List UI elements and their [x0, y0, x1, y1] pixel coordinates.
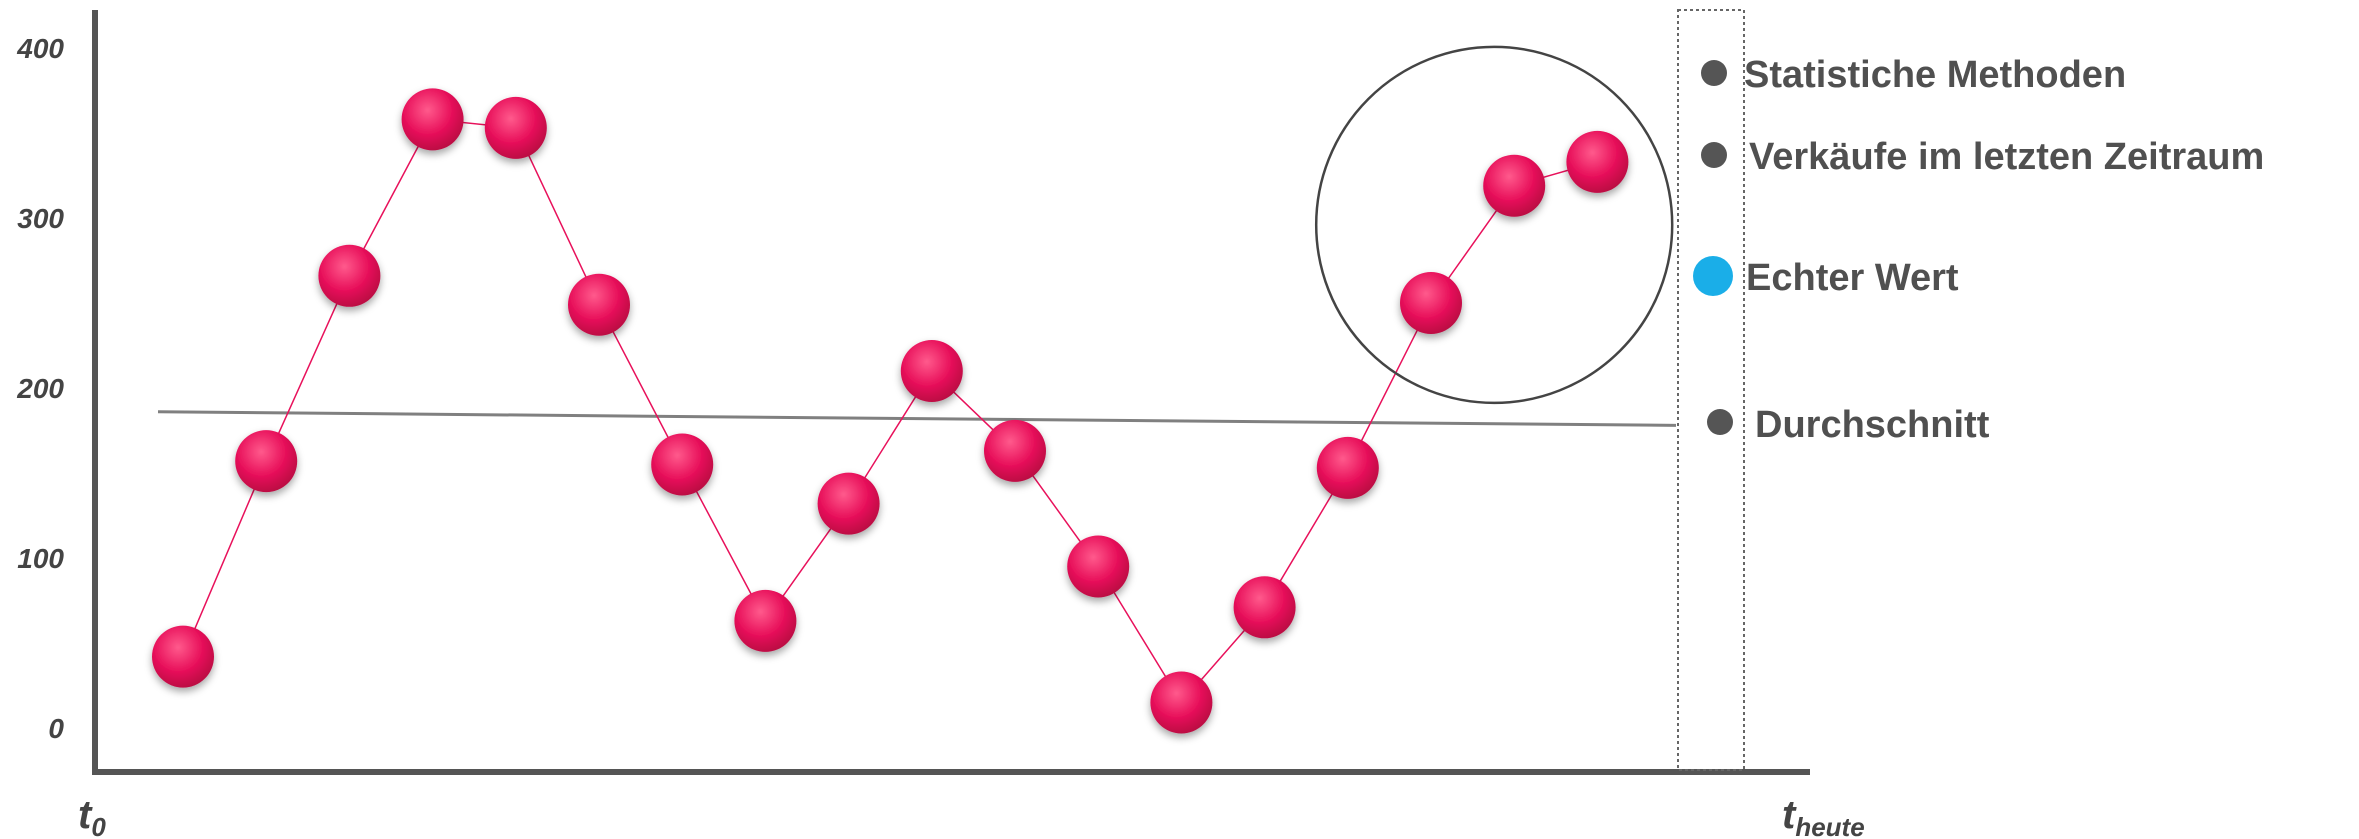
- y-tick-labels: 0 100 200 300 400: [16, 33, 64, 744]
- legend-label: Verkäufe im letzten Zeitraum: [1749, 136, 2264, 178]
- data-points: [152, 88, 1629, 734]
- data-point: [1483, 154, 1546, 217]
- legend-marker: [1693, 256, 1733, 296]
- legend: Statistiche Methoden Verkäufe im letzten …: [1693, 54, 2264, 446]
- series-line: [182, 118, 1598, 704]
- legend-label: Echter Wert: [1746, 257, 1959, 299]
- data-point: [1400, 272, 1462, 334]
- data-point: [1150, 671, 1213, 734]
- highlight-circle: [1314, 45, 1674, 405]
- y-tick-label: 400: [16, 33, 64, 64]
- legend-marker: [1701, 142, 1727, 168]
- data-point: [734, 589, 797, 652]
- data-point: [401, 88, 464, 151]
- data-point: [1233, 576, 1296, 639]
- data-point: [651, 433, 714, 496]
- data-point: [1067, 535, 1130, 598]
- data-point: [152, 625, 214, 688]
- data-point: [318, 244, 381, 307]
- x-label-end: theute: [1782, 793, 1865, 839]
- average-line: [157, 410, 1677, 427]
- y-tick-label: 100: [17, 543, 64, 574]
- data-point: [1566, 130, 1629, 193]
- data-point: [235, 430, 298, 493]
- legend-marker: [1701, 60, 1727, 86]
- y-tick-label: 200: [16, 373, 64, 404]
- data-point: [568, 273, 630, 336]
- legend-marker: [1707, 409, 1733, 435]
- data-point: [984, 419, 1046, 482]
- legend-label: Statistiche Methoden: [1744, 54, 2126, 96]
- data-point: [900, 340, 963, 402]
- data-point: [1316, 436, 1379, 499]
- today-marker-box: [1677, 9, 1745, 771]
- data-point: [484, 96, 547, 159]
- x-label-start: t0: [78, 793, 106, 839]
- data-point: [817, 472, 880, 535]
- y-tick-label: 0: [48, 713, 64, 744]
- y-tick-label: 300: [17, 203, 64, 234]
- legend-label: Durchschnitt: [1755, 404, 1990, 446]
